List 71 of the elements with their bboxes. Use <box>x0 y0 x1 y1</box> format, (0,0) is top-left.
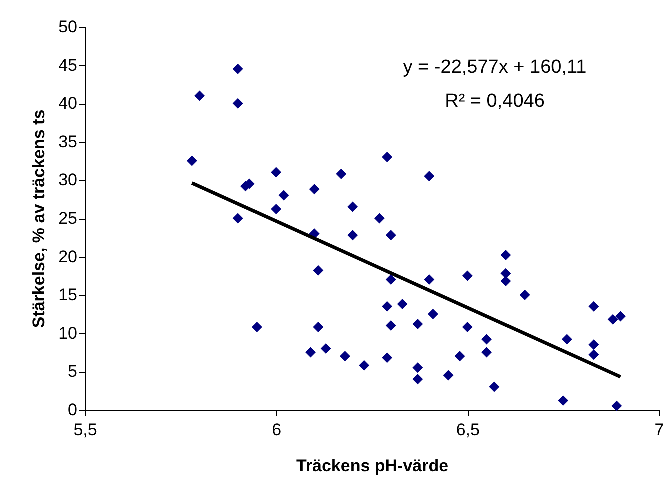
annotation: R² = 0,4046 <box>445 91 545 112</box>
point <box>562 334 572 345</box>
point <box>386 320 396 331</box>
y-axis-title: Stärkelse, % av träckens ts <box>30 110 49 328</box>
point <box>558 396 569 406</box>
point <box>252 322 262 333</box>
x-tick-label: 5,5 <box>74 420 98 440</box>
annotation: y = -22,577x + 160,11 <box>403 57 587 78</box>
point <box>412 374 424 385</box>
point <box>320 343 332 354</box>
x-tick-label: 6 <box>272 420 282 440</box>
point <box>386 230 396 241</box>
point <box>271 167 282 178</box>
point <box>588 340 600 350</box>
point <box>232 98 244 109</box>
point <box>412 318 424 330</box>
point <box>336 168 347 180</box>
point <box>588 350 600 360</box>
point <box>382 152 393 162</box>
point <box>309 184 320 195</box>
x-tick-label: 6,5 <box>456 420 480 440</box>
point <box>397 299 408 310</box>
point <box>194 90 206 102</box>
y-tick-label: 20 <box>58 247 78 266</box>
point <box>500 276 512 287</box>
point <box>424 274 435 286</box>
point <box>374 213 385 224</box>
point <box>588 301 600 312</box>
point <box>424 171 435 182</box>
point <box>313 322 324 333</box>
point <box>306 347 316 358</box>
point <box>489 382 500 392</box>
point <box>482 347 492 358</box>
point <box>186 156 198 166</box>
point <box>454 351 466 362</box>
point <box>278 190 290 201</box>
point <box>462 322 473 333</box>
point <box>412 362 424 374</box>
y-tick-label: 0 <box>68 400 78 420</box>
point <box>313 265 324 276</box>
point <box>615 311 626 322</box>
point <box>232 64 244 74</box>
point <box>382 301 393 312</box>
point <box>386 274 396 286</box>
point <box>348 202 358 212</box>
y-tick-label: 45 <box>58 56 78 75</box>
point <box>500 250 512 261</box>
y-tick-label: 50 <box>58 18 78 36</box>
point <box>232 213 244 224</box>
y-tick-label: 10 <box>58 324 78 343</box>
point <box>612 400 622 412</box>
x-tick-label: 7 <box>654 420 664 440</box>
point <box>608 314 618 325</box>
y-tick-label: 30 <box>58 170 78 190</box>
point <box>428 309 438 320</box>
point <box>359 360 370 371</box>
y-tick-label: 40 <box>58 94 78 114</box>
point <box>443 370 454 381</box>
point <box>382 352 393 364</box>
point <box>482 334 492 345</box>
y-tick-label: 25 <box>58 209 78 228</box>
y-tick-label: 15 <box>58 286 78 305</box>
point <box>271 204 282 215</box>
point <box>340 351 350 362</box>
point <box>348 230 358 241</box>
y-tick-label: 5 <box>68 362 78 382</box>
y-tick-label: 35 <box>58 132 78 152</box>
x-axis-title: Träckens pH-värde <box>296 456 449 476</box>
point <box>462 270 473 282</box>
point <box>500 268 512 279</box>
point <box>520 290 530 300</box>
